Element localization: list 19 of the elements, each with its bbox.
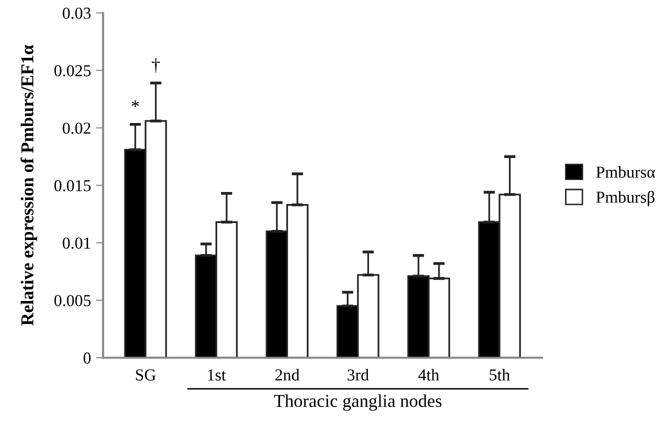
legend-label: Pmbursα bbox=[596, 166, 656, 178]
y-tick-label: 0 bbox=[84, 352, 91, 364]
x-tick-label: 4th bbox=[418, 368, 440, 381]
legend-label: Pmbursβ bbox=[596, 190, 654, 206]
x-axis-title: Thoracic ganglia nodes bbox=[274, 394, 442, 411]
y-axis-title: Relative expression of Pmburs/EF1α bbox=[20, 44, 38, 326]
x-tick-label: SG bbox=[136, 369, 156, 381]
y-tick-label: 0.005 bbox=[54, 294, 91, 306]
y-tick-label: 0.015 bbox=[54, 180, 91, 192]
x-tick-label: 3rd bbox=[348, 368, 369, 381]
y-tick-label: 0.01 bbox=[62, 237, 90, 249]
y-tick-label: 0.025 bbox=[54, 65, 91, 76]
x-tick-label: 5th bbox=[490, 368, 510, 381]
annotation: * bbox=[132, 100, 139, 108]
x-tick-label: 2nd bbox=[275, 368, 300, 381]
y-tick-label: 0.02 bbox=[62, 122, 90, 134]
x-tick-label: 1st bbox=[208, 369, 226, 381]
annotation: † bbox=[152, 58, 160, 73]
y-tick-label: 0.03 bbox=[62, 8, 91, 19]
